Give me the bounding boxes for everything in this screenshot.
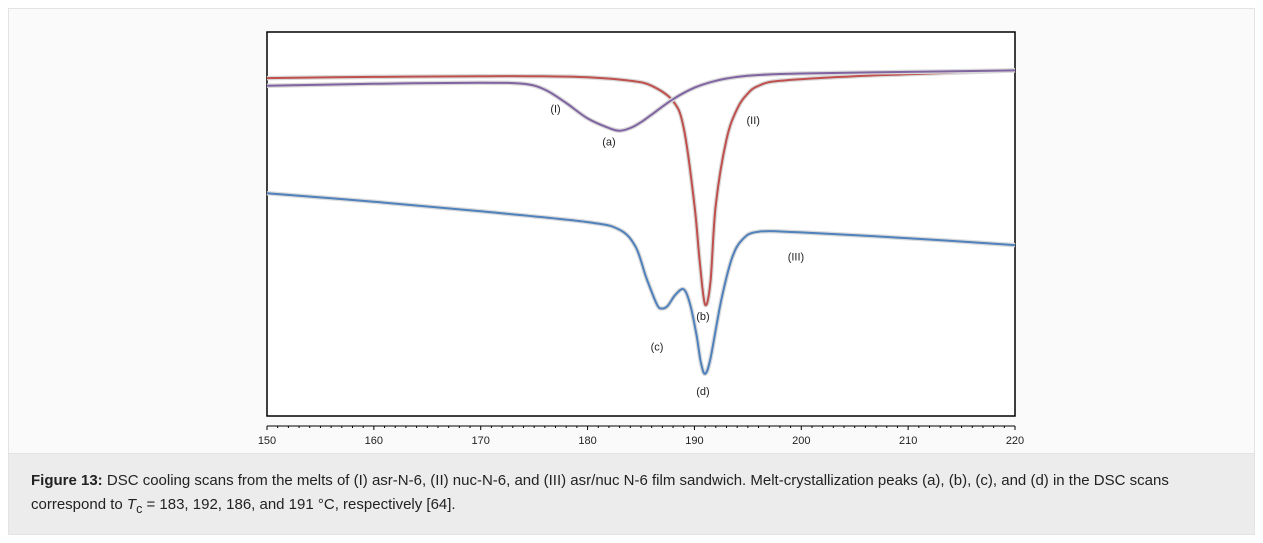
plot-area (266, 31, 1016, 417)
caption-text-2: = 183, 192, 186, and 191 °C, respectivel… (142, 496, 456, 513)
figure-caption: Figure 13: DSC cooling scans from the me… (8, 453, 1255, 535)
x-tick-label: 180 (578, 435, 596, 447)
annotation-label: (I) (550, 104, 560, 116)
series-line-nylon6-film (266, 69, 1016, 132)
caption-text-1: DSC cooling scans from the melts of (I) … (31, 472, 1169, 513)
annotation-label: (a) (602, 136, 615, 148)
caption-symbol: T (126, 496, 137, 513)
x-tick-label: 220 (1006, 435, 1024, 447)
x-tick-label: 210 (899, 435, 917, 447)
x-tick-label: 150 (258, 435, 276, 447)
annotation-label: (II) (746, 115, 759, 127)
x-tick-label: 190 (685, 435, 703, 447)
series-layer (266, 68, 1016, 377)
x-tick-label: 160 (365, 435, 383, 447)
series-line-self-reinforced-composite (266, 192, 1016, 375)
series-line-nucleated-film (266, 69, 1016, 307)
annotation-label: (d) (696, 386, 709, 398)
x-axis: 150 160 170 180 190 200 210 220 (258, 425, 1024, 447)
annotation-layer: (I) (a) (II) (b) (III) (c) (d) (550, 104, 804, 398)
caption-subscript: c (136, 502, 143, 516)
annotation-label: (III) (788, 251, 805, 263)
annotation-label: (b) (696, 311, 709, 323)
x-tick-label: 200 (792, 435, 810, 447)
caption-label: Figure 13: (31, 472, 103, 489)
annotation-label: (c) (651, 342, 664, 354)
x-tick-label: 170 (472, 435, 490, 447)
